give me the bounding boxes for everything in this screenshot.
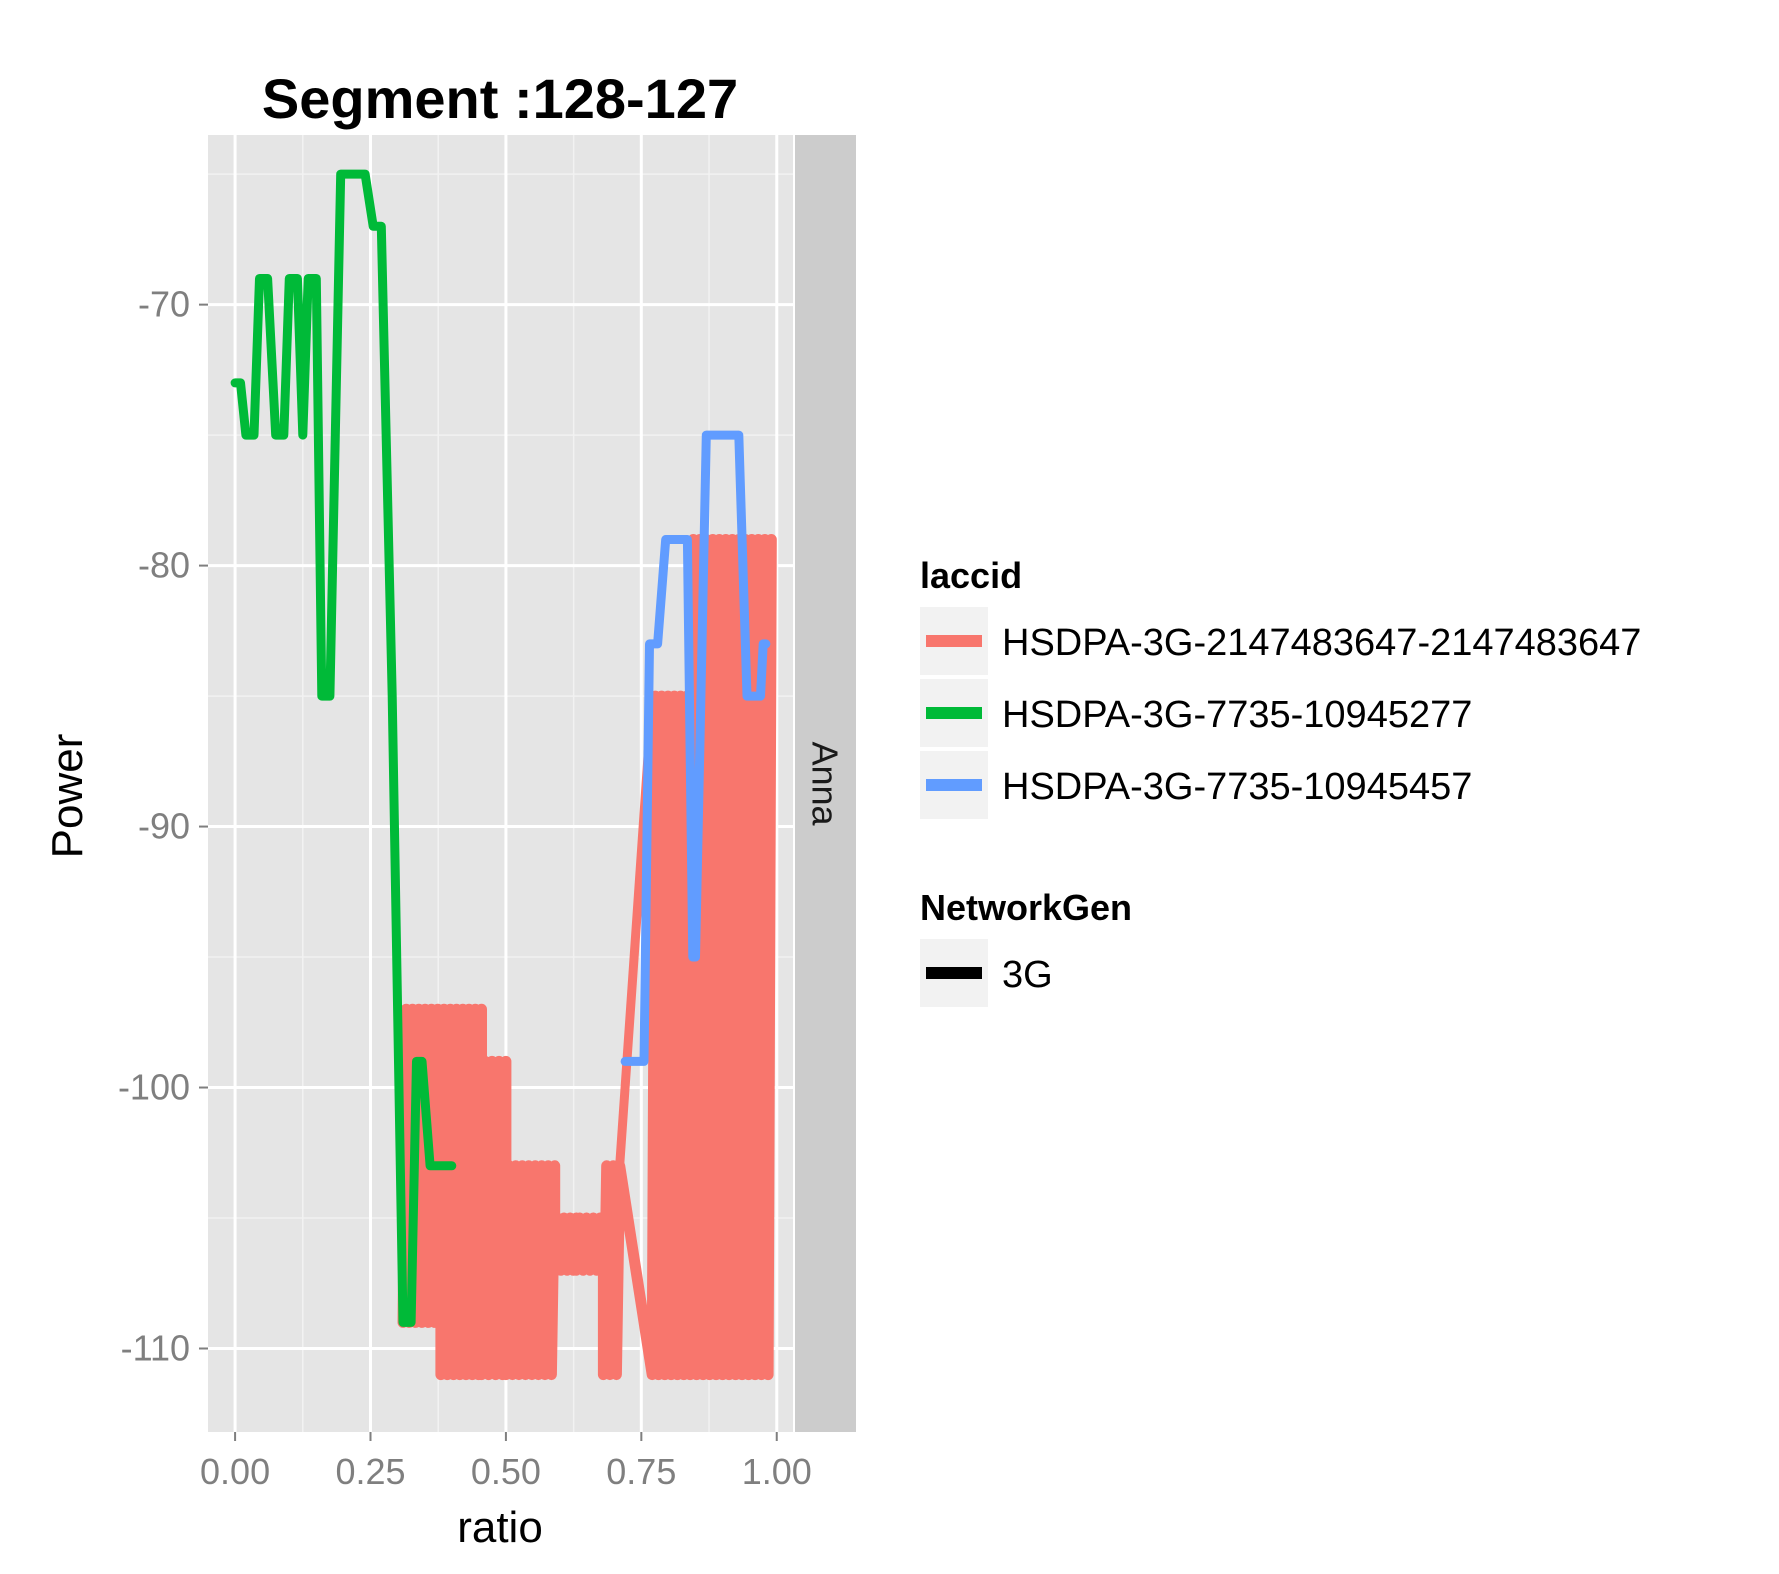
legend-label: HSDPA-3G-7735-10945277 — [1002, 694, 1472, 736]
series-line — [230, 169, 457, 1327]
series-3 — [620, 430, 771, 1066]
x-tick-label: 0.25 — [335, 1451, 405, 1492]
legend-label: HSDPA-3G-2147483647-2147483647 — [1002, 622, 1641, 664]
series-line — [620, 430, 771, 1066]
chart-title: Segment :128-127 — [262, 67, 738, 130]
legend-title-laccid: laccid — [920, 555, 1022, 596]
legend-label: HSDPA-3G-7735-10945457 — [1002, 766, 1472, 808]
x-tick-label: 1.00 — [742, 1451, 812, 1492]
y-tick-label: -90 — [138, 806, 190, 847]
x-tick-label: 0.75 — [606, 1451, 676, 1492]
y-tick-label: -80 — [138, 545, 190, 586]
y-tick-label: -110 — [121, 1327, 190, 1368]
x-axis-title: ratio — [457, 1503, 543, 1552]
series-2 — [230, 169, 457, 1327]
x-tick-label: 0.00 — [200, 1451, 270, 1492]
axes: 0.00 0.25 0.50 0.75 1.00 -70 -80 -90 -100 -110 — [118, 284, 812, 1492]
legend-title-networkgen: NetworkGen — [920, 887, 1132, 928]
series-band-path — [397, 534, 777, 1381]
legend: laccid HSDPA-3G-2147483647-2147483647 HSDP… — [920, 555, 1641, 1007]
legend-label: 3G — [1002, 954, 1053, 996]
plot-area: Anna — [208, 135, 856, 1432]
y-tick-label: -100 — [118, 1067, 190, 1108]
y-axis-title: Power — [43, 734, 92, 859]
facet-strip — [795, 135, 856, 1432]
x-tick-label: 0.50 — [471, 1451, 541, 1492]
facet-strip-label: Anna — [805, 741, 846, 826]
y-tick-label: -70 — [138, 284, 190, 325]
